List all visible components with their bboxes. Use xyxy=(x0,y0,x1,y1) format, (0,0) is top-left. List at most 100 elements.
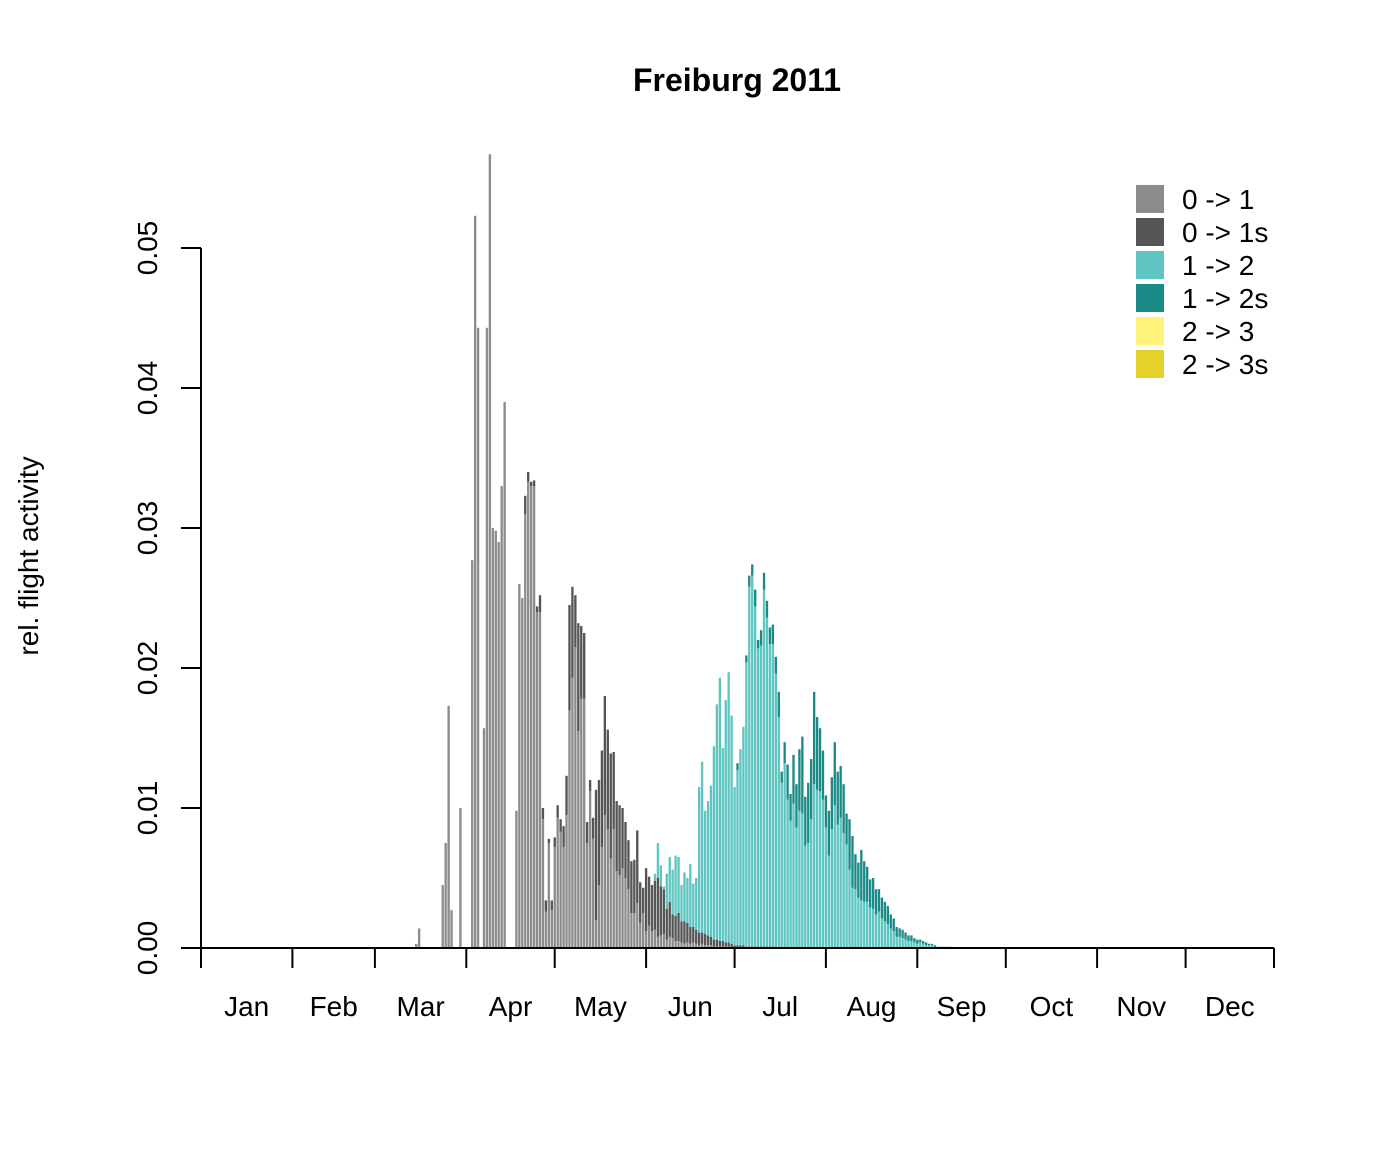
bar xyxy=(677,913,680,941)
bar xyxy=(795,827,798,948)
bar xyxy=(695,943,698,948)
bar xyxy=(854,889,857,948)
bar xyxy=(827,855,831,948)
bar xyxy=(836,824,839,948)
bar xyxy=(730,943,733,948)
bar xyxy=(547,843,551,948)
bar xyxy=(789,794,792,821)
bar xyxy=(901,938,904,948)
bar xyxy=(450,910,453,948)
bar xyxy=(524,514,527,948)
bar xyxy=(736,770,739,946)
x-tick-label: Dec xyxy=(1205,991,1255,1022)
bar xyxy=(621,808,624,869)
bar xyxy=(727,672,730,943)
bar xyxy=(630,913,633,948)
bar xyxy=(659,935,663,948)
bar xyxy=(742,945,745,948)
legend-swatch xyxy=(1136,317,1164,345)
bar xyxy=(615,801,618,871)
bar xyxy=(633,913,636,948)
x-tick-label: Jul xyxy=(762,991,798,1022)
bar xyxy=(877,889,881,912)
bar xyxy=(518,584,521,948)
legend-label: 0 -> 1 xyxy=(1182,184,1254,215)
bar xyxy=(580,626,583,699)
bar xyxy=(777,717,780,948)
bar xyxy=(795,784,798,828)
bar xyxy=(706,801,710,936)
bar xyxy=(851,836,854,888)
series-3 xyxy=(736,564,937,947)
bar xyxy=(698,932,701,946)
bar xyxy=(889,928,892,948)
bar xyxy=(863,861,866,902)
x-tick-label: Sep xyxy=(937,991,987,1022)
bar xyxy=(600,750,604,848)
bar xyxy=(919,942,922,948)
bar xyxy=(571,677,574,948)
bar xyxy=(703,934,707,946)
bar xyxy=(815,789,819,948)
series-1 xyxy=(524,472,775,948)
bar xyxy=(771,624,775,645)
bar xyxy=(529,481,533,486)
bar xyxy=(883,921,887,948)
bar xyxy=(662,889,665,934)
legend-label: 1 -> 2s xyxy=(1182,283,1268,314)
bar xyxy=(919,939,922,943)
bar xyxy=(748,575,751,587)
bar xyxy=(895,936,898,948)
bar xyxy=(703,945,707,948)
bar xyxy=(665,908,668,940)
bar xyxy=(754,606,757,947)
bar xyxy=(574,647,577,948)
x-tick-label: Nov xyxy=(1116,991,1166,1022)
bar xyxy=(709,936,713,946)
x-tick-label: Apr xyxy=(489,991,533,1022)
bar xyxy=(927,945,931,948)
bar xyxy=(751,564,754,576)
bar xyxy=(568,605,571,710)
bar xyxy=(904,932,907,940)
x-tick-label: May xyxy=(574,991,627,1022)
bar xyxy=(830,777,834,829)
bar xyxy=(674,915,677,941)
bar xyxy=(765,617,769,947)
bar xyxy=(771,644,775,947)
bar xyxy=(868,907,872,948)
legend-item: 2 -> 3s xyxy=(1136,349,1268,380)
bar xyxy=(600,847,604,948)
bar xyxy=(780,771,783,783)
bar xyxy=(821,799,825,948)
bar xyxy=(733,945,736,948)
bar xyxy=(765,600,769,618)
bar xyxy=(866,901,869,948)
bar xyxy=(815,717,819,790)
series-0 xyxy=(415,154,730,949)
bar xyxy=(547,838,551,843)
y-tick-label: 0.02 xyxy=(132,641,163,696)
bar xyxy=(532,480,536,486)
legend-item: 0 -> 1s xyxy=(1136,217,1268,248)
bar xyxy=(751,575,754,947)
bar xyxy=(857,862,860,898)
bar xyxy=(774,656,777,674)
x-tick-label: Jan xyxy=(224,991,269,1022)
legend-swatch xyxy=(1136,185,1164,213)
bar xyxy=(886,906,890,925)
bar xyxy=(594,789,598,920)
bar xyxy=(692,942,695,948)
bar xyxy=(715,939,719,947)
bar xyxy=(609,753,612,859)
x-tick-label: Jun xyxy=(668,991,713,1022)
bar xyxy=(656,936,660,948)
y-tick-label: 0.05 xyxy=(132,221,163,276)
bar xyxy=(754,589,757,607)
legend-label: 2 -> 3 xyxy=(1182,316,1254,347)
y-tick-label: 0.01 xyxy=(132,781,163,836)
bar xyxy=(612,752,615,829)
axes-layer: Jan Feb Mar Apr May Jun Jul Aug Sep Oct Nov Dec 0.00… xyxy=(132,221,1275,1022)
bar xyxy=(745,662,748,947)
